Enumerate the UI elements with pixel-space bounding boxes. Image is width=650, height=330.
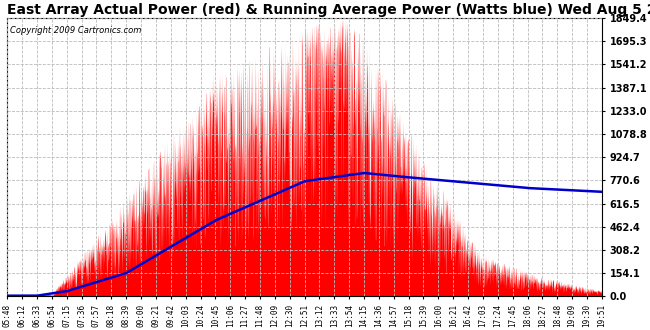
Text: East Array Actual Power (red) & Running Average Power (Watts blue) Wed Aug 5 20:: East Array Actual Power (red) & Running … <box>7 3 650 17</box>
Text: Copyright 2009 Cartronics.com: Copyright 2009 Cartronics.com <box>10 26 142 35</box>
